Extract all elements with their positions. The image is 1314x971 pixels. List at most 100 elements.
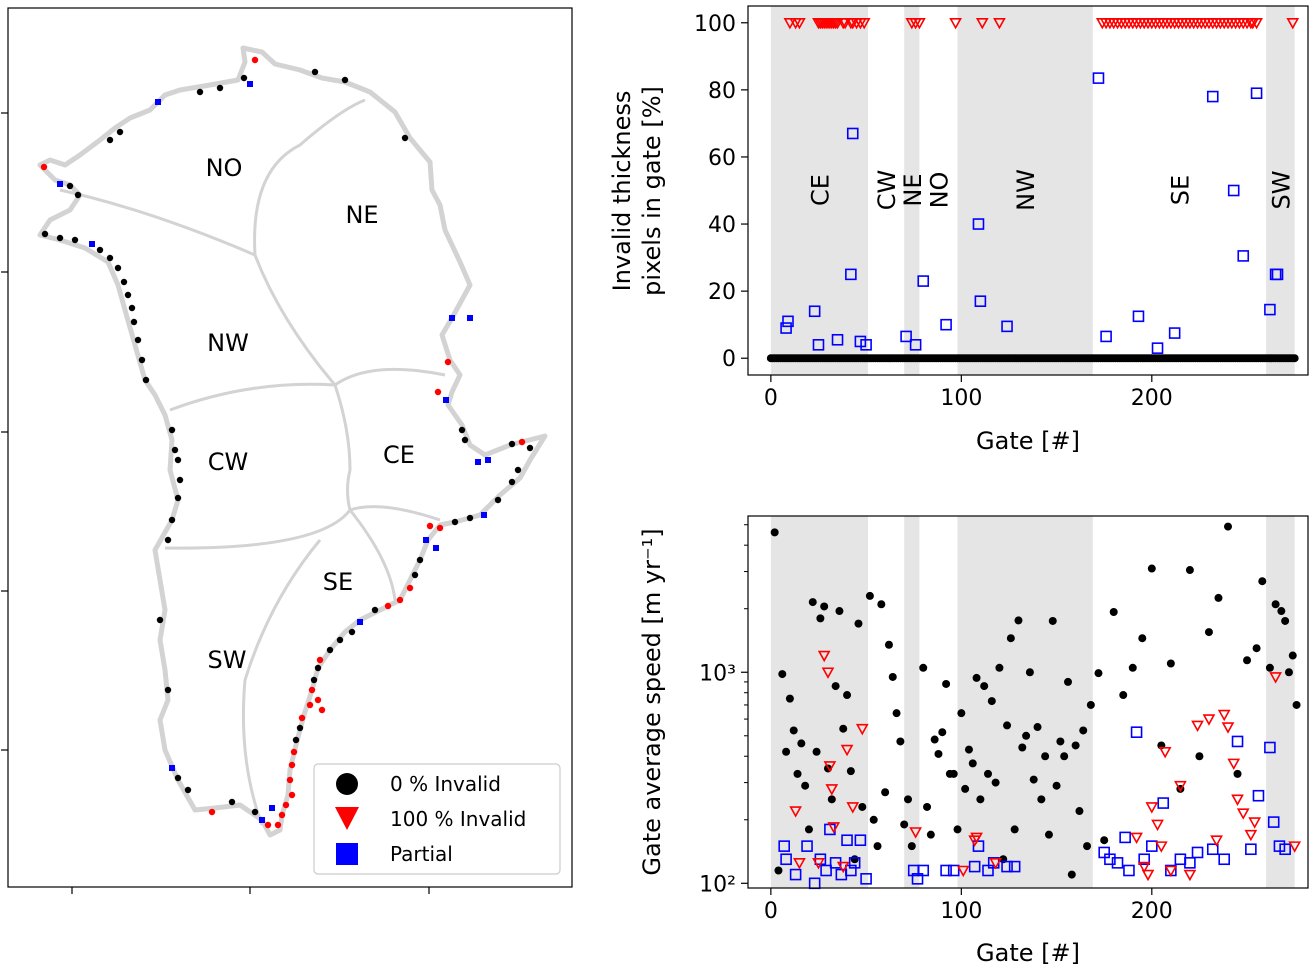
basin-boundaries (59, 98, 446, 826)
map-gate-valid (164, 536, 172, 544)
map-gate-invalid (288, 761, 296, 769)
top-region-label-ce: CE (806, 174, 834, 206)
bottom-point-valid (976, 795, 985, 804)
bottom-point-valid (987, 697, 996, 706)
map-gate-partial (485, 457, 491, 463)
map-legend: 0 % Invalid 100 % Invalid Partial (313, 763, 561, 875)
top-point-invalid (913, 17, 926, 30)
bottom-point-partial (1206, 843, 1219, 856)
map-gate-valid (314, 664, 322, 672)
bottom-point-invalid (1288, 841, 1302, 853)
top-point-partial (1206, 90, 1219, 103)
bottom-point-invalid (1210, 835, 1223, 847)
bottom-point-invalid (1269, 672, 1282, 684)
map-gate-valid (326, 646, 334, 654)
bottom-point-partial (1267, 816, 1280, 828)
bottom-point-valid (858, 802, 867, 811)
map-gate-valid (168, 516, 176, 524)
bottom-point-valid (1271, 600, 1280, 609)
bottom-point-valid (835, 607, 844, 616)
bottom-point-partial (780, 853, 792, 866)
bottom-shade-band (770, 516, 868, 888)
top-point-invalid (1250, 17, 1263, 30)
top-point-partial (940, 318, 952, 331)
greenland-coastline (37, 45, 548, 838)
map-gate-partial (247, 81, 253, 87)
bottom-point-partial (801, 840, 813, 852)
bottom-point-invalid (789, 806, 802, 818)
map-left-ticks (1, 112, 8, 751)
map-gate-invalid (318, 706, 326, 714)
bottom-point-invalid (1227, 758, 1241, 771)
bottom-point-valid (907, 842, 916, 851)
top-ytick-label: 100 (694, 12, 736, 37)
bottom-point-valid (949, 769, 958, 778)
bottom-point-valid (854, 619, 863, 628)
bottom-point-invalid (812, 858, 825, 870)
map-gate-valid (184, 786, 192, 794)
top-point-invalid (949, 17, 962, 30)
map-gate-invalid (298, 714, 306, 722)
top-xtick-label: 200 (1131, 386, 1173, 411)
bottom-point-invalid (836, 861, 850, 874)
bottom-point-partial (1111, 857, 1124, 869)
top-point-partial (1092, 72, 1105, 84)
bottom-shade-band (904, 516, 920, 888)
bottom-shade-band (957, 516, 1093, 888)
bottom-point-partial (841, 834, 853, 847)
bottom-point-invalid (1217, 709, 1231, 722)
legend-label-partial: Partial (390, 842, 453, 866)
bottom-point-valid (1044, 830, 1053, 839)
map-gate-valid (130, 318, 138, 326)
map-gate-invalid (282, 801, 290, 809)
top-point-partial (808, 305, 821, 318)
map-gate-valid (461, 436, 469, 444)
top-point-partial (909, 339, 922, 351)
map-gate-partial (155, 99, 161, 105)
bottom-point-partial (972, 840, 985, 852)
top-xtick-label: 100 (940, 386, 982, 411)
map-gate-valid (156, 616, 164, 624)
bottom-point-invalid (1154, 841, 1168, 853)
bottom-ytick-label: 10² (699, 872, 736, 897)
map-gate-partial (449, 315, 455, 321)
bottom-point-valid (1166, 659, 1175, 668)
top-point-partial (1271, 268, 1284, 281)
top-point-partial (1132, 310, 1145, 323)
map-gate-valid (41, 230, 49, 238)
top-point-valid (1290, 354, 1299, 363)
map-gate-valid (171, 446, 179, 454)
bottom-point-valid (1252, 644, 1261, 653)
bottom-point-valid (1128, 663, 1137, 672)
bottom-shade-band (1266, 516, 1295, 888)
top-region-label-no: NO (925, 172, 953, 209)
map-gate-valid (296, 724, 304, 732)
map-gate-valid (240, 74, 248, 82)
bottom-point-valid (820, 602, 829, 611)
bottom-point-valid (1147, 564, 1156, 573)
bottom-point-valid (770, 528, 779, 537)
bottom-point-valid (938, 728, 947, 737)
top-point-partial (917, 275, 930, 287)
top-point-partial (1237, 250, 1250, 262)
map-gate-valid (310, 676, 318, 684)
top-region-label-se: SE (1166, 175, 1194, 205)
top-ytick-label: 20 (708, 280, 736, 305)
bottom-point-valid (1292, 700, 1301, 709)
bottom-point-partial (1146, 840, 1158, 852)
top-point-partial (1264, 303, 1276, 316)
map-gate-valid (311, 68, 319, 76)
bottom-point-partial (1123, 864, 1135, 877)
bottom-x-ticks: 0 100 200 (764, 888, 1173, 924)
bottom-point-partial (1264, 741, 1276, 754)
top-point-partial (831, 333, 844, 346)
top-region-label-nw: NW (1012, 169, 1040, 211)
map-gate-invalid (518, 438, 526, 446)
map-gate-valid (458, 426, 466, 434)
top-ylabel-line1: Invalid thickness (608, 91, 636, 292)
top-point-partial (1100, 330, 1112, 343)
top-point-partial (780, 322, 792, 334)
bottom-point-invalid (1137, 861, 1151, 874)
bottom-point-valid (1056, 737, 1065, 746)
